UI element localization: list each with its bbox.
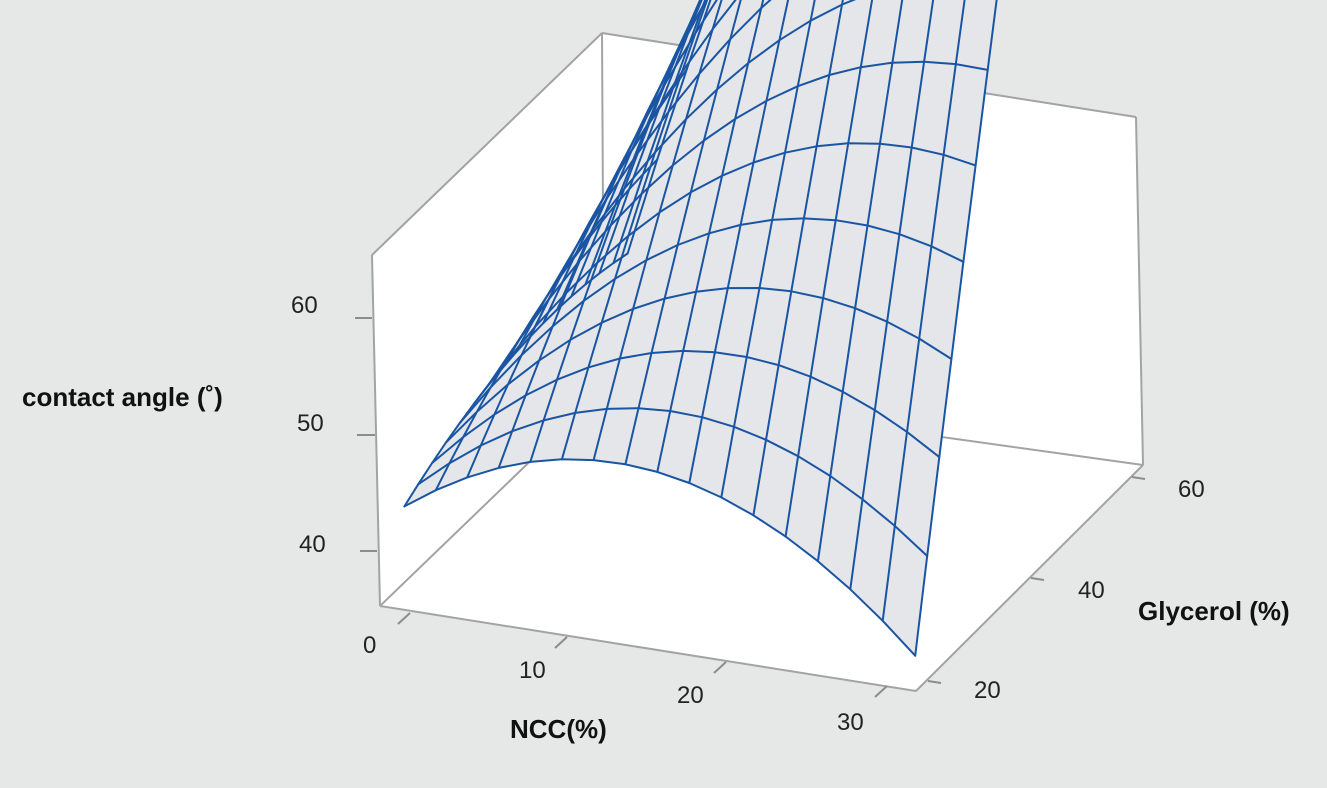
- mesh-line-glycerol: [626, 0, 712, 255]
- mesh-line-ncc: [881, 0, 966, 622]
- x-axis-title: NCC(%): [510, 714, 607, 744]
- x-tick: [874, 685, 888, 698]
- x-tick-label: 0: [363, 632, 376, 659]
- box-edge: [1135, 116, 1144, 466]
- mesh-line-ncc: [784, 0, 874, 538]
- x-tick: [397, 612, 411, 625]
- y-tick-label: 20: [974, 677, 1001, 704]
- y-tick: [1030, 577, 1045, 581]
- x-tick-label: 20: [677, 682, 704, 709]
- x-tick: [713, 661, 727, 674]
- mesh-line-glycerol: [514, 0, 772, 354]
- y-tick: [927, 680, 942, 684]
- mesh-line-ncc: [752, 0, 844, 517]
- box-edge: [371, 32, 603, 256]
- mesh-line-ncc: [688, 0, 790, 484]
- z-tick-label: 50: [297, 410, 324, 437]
- y-tick-label: 40: [1078, 577, 1105, 604]
- mesh-line-glycerol: [444, 287, 953, 444]
- mesh-line-glycerol: [458, 217, 965, 424]
- mesh-line-glycerol: [612, 0, 707, 264]
- mesh-line-glycerol: [472, 142, 977, 406]
- mesh-line-ncc: [914, 0, 998, 657]
- mesh-line-glycerol: [584, 0, 702, 286]
- mesh-line-glycerol: [417, 407, 929, 557]
- y-tick: [1131, 476, 1146, 480]
- x-tick-label: 30: [837, 709, 864, 736]
- box-edge: [379, 605, 917, 692]
- back-wall-left: [372, 33, 604, 606]
- mesh-line-glycerol: [486, 60, 989, 388]
- box-edge: [371, 254, 381, 607]
- z-tick-label: 40: [299, 531, 326, 558]
- floor-plane: [380, 390, 1143, 691]
- box-edge: [915, 464, 1144, 692]
- y-axis: 20 40 60 Glycerol (%): [927, 476, 1290, 704]
- mesh-line-ncc: [816, 0, 904, 563]
- y-tick-label: 60: [1178, 476, 1205, 503]
- x-tick: [554, 636, 568, 649]
- mesh-line-glycerol: [403, 458, 917, 657]
- mesh-line-glycerol: [598, 0, 703, 275]
- z-tick-label: 60: [291, 292, 318, 319]
- mesh-line-ncc: [849, 0, 935, 591]
- z-axis-title: contact angle (˚): [22, 382, 223, 412]
- mesh-line-glycerol: [500, 0, 857, 371]
- mesh-line-glycerol: [556, 0, 708, 311]
- surface-mesh: [403, 0, 998, 657]
- z-axis: 60 50 40 contact angle (˚): [22, 292, 377, 558]
- mesh-line-glycerol: [570, 0, 703, 298]
- x-tick-label: 10: [519, 657, 546, 684]
- mesh-line-ncc: [720, 0, 816, 499]
- response-surface: [403, 0, 998, 657]
- x-axis: 0 10 20 30 NCC(%): [363, 612, 888, 744]
- mesh-line-glycerol: [431, 349, 941, 464]
- y-axis-title: Glycerol (%): [1138, 596, 1290, 626]
